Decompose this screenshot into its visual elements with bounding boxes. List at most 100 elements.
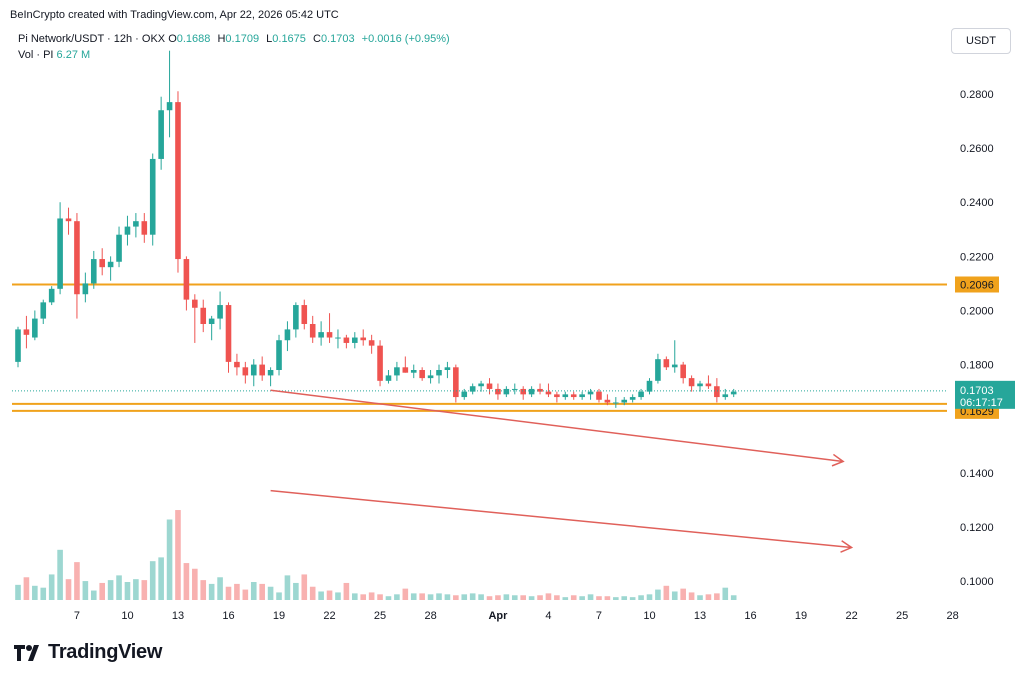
- candle-body: [276, 340, 282, 370]
- volume-bar: [124, 582, 131, 600]
- candle-body: [192, 299, 198, 308]
- volume-bar: [570, 595, 577, 600]
- volume-bar: [74, 562, 80, 600]
- chart-header: BeInCrypto created with TradingView.com,…: [10, 9, 339, 21]
- candle-body: [234, 361, 240, 368]
- volume-bar: [453, 595, 459, 600]
- volume-bar: [335, 592, 341, 600]
- candle-body: [107, 261, 114, 268]
- volume-bar: [579, 596, 585, 600]
- y-tick-label: 0.2400: [960, 197, 994, 209]
- volume-bar: [469, 593, 476, 600]
- candle-body: [419, 370, 425, 379]
- volume-bar: [318, 591, 324, 600]
- candle-body: [284, 329, 291, 341]
- candle-body: [250, 364, 257, 376]
- candle-body: [495, 388, 501, 395]
- volume-bar: [23, 577, 30, 600]
- candle-body: [200, 307, 207, 324]
- volume-bar: [663, 585, 670, 600]
- x-tick-label: 10: [121, 610, 133, 622]
- volume-bar: [82, 581, 89, 600]
- volume-bar: [301, 574, 308, 600]
- candle-body: [528, 388, 535, 395]
- volume-bar: [234, 583, 240, 600]
- candle-body: [360, 337, 367, 341]
- volume-bar: [284, 575, 291, 600]
- x-tick-label: 19: [273, 610, 285, 622]
- candle-body: [587, 391, 594, 395]
- volume-bar: [65, 579, 72, 600]
- volume-bar: [225, 586, 232, 600]
- price-trend-arrow-head: [831, 453, 845, 467]
- high-value: 0.1709: [225, 33, 260, 45]
- candle-body: [579, 394, 585, 398]
- symbol-label[interactable]: Pi Network/USDT · 12h · OKX: [18, 33, 166, 45]
- x-tick-label: 16: [744, 610, 756, 622]
- candle-body: [293, 305, 299, 330]
- y-tick-label: 0.1200: [960, 522, 994, 534]
- candle-body: [520, 388, 526, 395]
- candle-body: [461, 391, 468, 398]
- volume-bar: [646, 594, 653, 600]
- x-tick-label: 16: [222, 610, 234, 622]
- volume-bar: [520, 595, 526, 600]
- candle-body: [301, 305, 308, 324]
- volume-bar: [267, 586, 274, 600]
- volume-bar: [15, 584, 21, 600]
- candle-body: [23, 329, 30, 335]
- close-label: C: [312, 33, 321, 45]
- volume-bar: [326, 590, 333, 600]
- candle-body: [175, 102, 181, 260]
- candle-body: [133, 221, 139, 227]
- x-tick-label: 25: [896, 610, 908, 622]
- volume-bar: [360, 594, 367, 600]
- candle-body: [208, 318, 215, 324]
- change-value: +0.0016 (+0.95%): [361, 33, 450, 45]
- x-tick-label: 7: [74, 610, 80, 622]
- volume-bar: [242, 589, 249, 600]
- candle-body: [453, 367, 459, 398]
- volume-bar: [554, 595, 560, 600]
- candle-body: [436, 370, 442, 376]
- candle-body: [318, 332, 324, 338]
- x-tick-label: 22: [323, 610, 335, 622]
- volume-trend-arrow: [270, 489, 852, 549]
- y-tick-label: 0.2800: [960, 89, 994, 101]
- volume-bar: [486, 596, 493, 600]
- volume-trend-arrow-head: [840, 540, 854, 553]
- candle-body: [267, 370, 274, 376]
- candle-body: [90, 259, 97, 284]
- tradingview-logo-icon: [14, 644, 39, 661]
- volume-bar: [545, 593, 552, 600]
- volume-bar: [697, 595, 703, 600]
- candle-body: [40, 302, 47, 319]
- tradingview-logo[interactable]: TradingView: [14, 641, 162, 664]
- open-label: O: [168, 33, 177, 45]
- volume-bar: [621, 596, 628, 600]
- candle-body: [48, 288, 55, 303]
- volume-bar: [343, 582, 350, 600]
- volume-bar: [402, 588, 409, 600]
- candle-body: [562, 394, 569, 398]
- candle-body: [714, 386, 720, 398]
- candle-body: [621, 399, 628, 403]
- volume-bar: [705, 594, 712, 600]
- volume-bar: [276, 592, 282, 600]
- volume-bar: [419, 593, 425, 600]
- candle-body: [15, 329, 21, 362]
- candle-body: [343, 337, 350, 343]
- currency-button[interactable]: USDT: [951, 28, 1011, 54]
- candle-body: [705, 383, 712, 387]
- volume-value: 6.27 M: [56, 49, 91, 61]
- candle-body: [385, 375, 392, 381]
- volume-bar: [436, 593, 442, 600]
- candle-body: [410, 370, 417, 373]
- volume-bar: [655, 589, 661, 600]
- volume-bar: [48, 574, 55, 600]
- volume-bar: [200, 580, 207, 600]
- volume-bar: [217, 577, 223, 600]
- candle-body: [469, 386, 476, 392]
- volume-bar: [133, 579, 139, 600]
